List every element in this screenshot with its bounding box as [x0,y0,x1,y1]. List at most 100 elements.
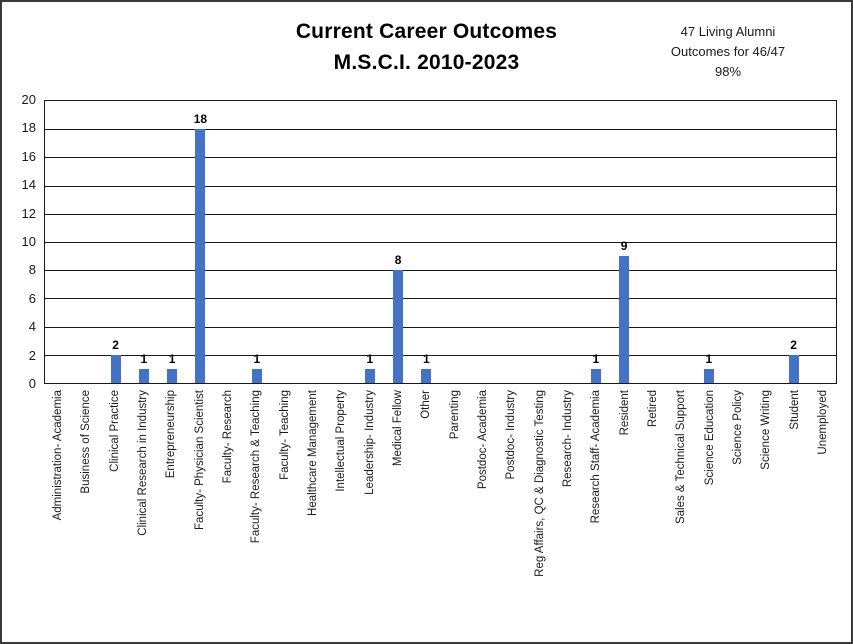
x-axis-category-cell: Clinical Practice [101,390,129,630]
alumni-annotation-line-3: 98% [714,64,742,79]
x-axis-tick-label: Faculty- Research [222,390,235,484]
x-axis-category-cell: Parenting [441,390,469,630]
gridline [45,129,836,131]
x-axis-category-cell: Retired [639,390,667,630]
alumni-annotation-line-1: 47 Living Alumni [680,24,776,39]
bar-value-label: 8 [394,253,402,268]
x-axis-category-cell: Science Writing [752,390,780,630]
x-axis-category-cell: Science Education [696,390,724,630]
x-axis-tick-label: Student [788,390,801,430]
bar-slot [525,101,553,383]
bar [251,368,262,383]
x-axis-category-cell: Science Policy [724,390,752,630]
bar-value-label: 1 [366,351,374,366]
x-axis-category-cell: Student [781,390,809,630]
x-axis-category-cell: Intellectual Property [327,390,355,630]
x-axis-tick-label: Postdoc- Academia [477,390,490,490]
bar-value-label: 18 [193,112,208,127]
bar [619,256,630,383]
x-axis-tick-label: Research Staff- Academia [590,390,603,524]
x-axis-category-cell: Business of Science [72,390,100,630]
y-axis-tick-label: 2 [28,347,36,363]
bar-slot [723,101,751,383]
bar [421,368,432,383]
bar-value-label: 2 [112,337,119,352]
x-axis-tick-label: Clinical Practice [108,390,121,472]
x-axis-tick-label: Parenting [448,390,461,440]
bar-slot: 1 [158,101,186,383]
bar [364,368,375,383]
x-axis-tick-label: Science Education [703,390,716,486]
bar [110,354,121,383]
bar-value-label: 1 [168,351,176,366]
gridline [45,326,836,328]
gridline [45,354,836,356]
x-axis-tick-label: Entrepreneurship [165,390,178,479]
x-axis-tick-label: Sales & Technical Support [675,390,688,525]
x-axis-labels: Administration- Academia Business of Scie… [44,390,837,630]
x-axis-tick-label: Business of Science [80,390,93,494]
x-axis-category-cell: Clinical Research in Industry [129,390,157,630]
alumni-annotation-line-2: Outcomes for 46/47 [670,44,786,59]
x-axis-category-cell: Sales & Technical Support [667,390,695,630]
bar-value-label: 1 [705,351,713,366]
x-axis-tick-label: Faculty- Research & Teaching [250,390,263,544]
chart-title-line-2: M.S.C.I. 2010-2023 [333,51,520,74]
bar-slot [328,101,356,383]
x-axis-category-cell: Research Staff- Academia [582,390,610,630]
bar-slot: 2 [780,101,808,383]
x-axis-category-cell: Entrepreneurship [157,390,185,630]
x-axis-category-cell: Unemployed [809,390,837,630]
bar-value-label: 9 [620,239,628,254]
x-axis-tick-label: Science Policy [732,390,745,465]
y-axis-tick-label: 4 [28,319,36,335]
x-axis-tick-label: Retired [647,390,660,428]
x-axis-category-cell: Postdoc- Industry [497,390,525,630]
bar [788,354,799,383]
x-axis-category-cell: Faculty- Teaching [271,390,299,630]
bar-slot: 1 [243,101,271,383]
bar-slot [808,101,836,383]
y-axis: 0 2 4 6 8 10 12 14 16 18 20 [2,92,36,391]
bar-value-label: 1 [253,351,261,366]
gridline [45,185,836,187]
gridline [45,213,836,215]
x-axis-category-cell: Faculty- Research [214,390,242,630]
bar [590,368,601,383]
bar-slot [497,101,525,383]
bar-value-label: 1 [140,351,148,366]
bar [393,270,404,383]
y-axis-tick-label: 8 [28,262,36,278]
x-axis-tick-label: Intellectual Property [335,390,348,492]
x-axis-category-cell: Resident [611,390,639,630]
x-axis-tick-label: Research- Industry [562,390,575,488]
x-axis-category-cell: Leadership- Industry [356,390,384,630]
bar-value-label: 2 [790,337,797,352]
bar-slot: 8 [384,101,412,383]
x-axis-category-cell: Administration- Academia [44,390,72,630]
y-axis-tick-label: 14 [21,177,36,193]
bar-slot: 9 [610,101,638,383]
gridline [45,242,836,243]
x-axis-category-cell: Research- Industry [554,390,582,630]
bar-slot [751,101,779,383]
x-axis-tick-label: Leadership- Industry [363,390,376,495]
bar-slot [638,101,666,383]
bar-slot [73,101,101,383]
bar-slot: 2 [102,101,130,383]
gridline [45,270,836,272]
x-axis-tick-label: Unemployed [817,390,830,455]
x-axis-tick-label: Reg Affairs, QC & Diagnostic Testing [533,390,546,577]
bar-slot: 1 [695,101,723,383]
alumni-annotation: 47 Living Alumni Outcomes for 46/47 98% [647,22,809,82]
bar-slot [271,101,299,383]
x-axis-tick-label: Medical Fellow [392,390,405,467]
bar [138,368,149,383]
bar-slot [441,101,469,383]
bar-slot [299,101,327,383]
bar-slot: 1 [130,101,158,383]
x-axis-category-cell: Other [412,390,440,630]
y-axis-tick-label: 18 [21,120,36,136]
bar-slot [215,101,243,383]
